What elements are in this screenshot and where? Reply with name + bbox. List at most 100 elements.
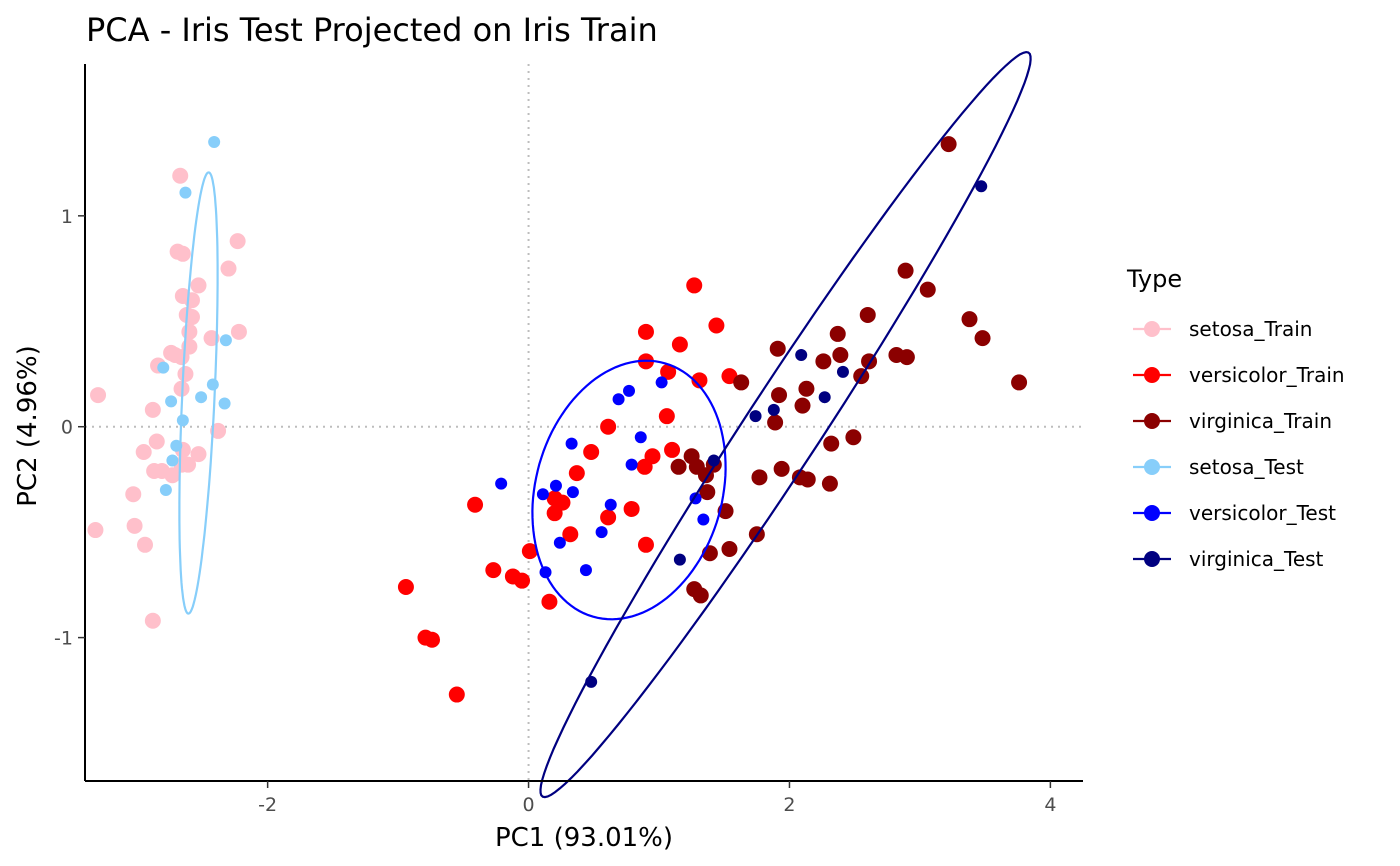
point-virginica_Train [798, 380, 815, 397]
point-setosa_Test [219, 334, 232, 347]
point-setosa_Test [206, 378, 219, 391]
legend-label: versicolor_Train [1189, 363, 1345, 387]
point-versicolor_Test [634, 431, 647, 444]
point-setosa_Test [218, 397, 231, 410]
point-virginica_Train [829, 325, 846, 342]
point-setosa_Test [165, 395, 178, 408]
series-versicolor_Train [397, 277, 738, 703]
point-versicolor_Test [536, 488, 549, 501]
point-virginica_Train [940, 136, 957, 153]
point-virginica_Train [974, 330, 991, 347]
x-tick-label: 2 [783, 794, 795, 816]
point-versicolor_Train [660, 363, 677, 380]
point-versicolor_Train [514, 572, 531, 589]
y-tick-label: -1 [54, 628, 73, 650]
point-virginica_Train [699, 484, 716, 501]
point-versicolor_Train [562, 526, 579, 543]
point-versicolor_Test [595, 526, 608, 539]
point-virginica_Train [767, 414, 784, 431]
point-setosa_Train [125, 486, 142, 503]
x-tick-label: 4 [1044, 794, 1056, 816]
point-setosa_Train [177, 365, 194, 382]
axes: -2 0 2 4 -1 0 1 [54, 64, 1083, 816]
point-versicolor_Test [566, 486, 579, 499]
point-virginica_Train [1011, 374, 1028, 391]
point-versicolor_Train [521, 543, 538, 560]
point-virginica_Train [919, 281, 936, 298]
point-setosa_Train [183, 292, 200, 309]
point-virginica_Train [898, 349, 915, 366]
point-virginica_Train [751, 469, 768, 486]
ellipse-virginica_Test [539, 50, 1032, 799]
point-setosa_Train [172, 167, 189, 184]
point-setosa_Test [179, 186, 192, 199]
legend: Type setosa_Train versicolor_Trainvirgini… [1126, 265, 1345, 571]
point-virginica_Train [832, 347, 849, 364]
point-setosa_Test [159, 483, 172, 496]
y-axis-title: PC2 (4.96%) [13, 345, 43, 507]
point-versicolor_Train [448, 686, 465, 703]
point-versicolor_Train [541, 593, 558, 610]
legend-item-virginica_Test: virginica_Test [1133, 547, 1324, 571]
point-setosa_Train [229, 233, 246, 250]
point-setosa_Train [220, 260, 237, 277]
point-versicolor_Test [549, 479, 562, 492]
point-setosa_Train [181, 323, 198, 340]
point-setosa_Train [90, 387, 107, 404]
ellipse-setosa_Test [178, 171, 219, 615]
point-versicolor_Train [485, 562, 502, 579]
point-virginica_Test [975, 180, 988, 193]
point-virginica_Train [821, 475, 838, 492]
point-setosa_Test [208, 136, 221, 149]
point-virginica_Test [767, 403, 780, 416]
point-virginica_Test [818, 391, 831, 404]
point-versicolor_Test [495, 477, 508, 490]
point-versicolor_Train [583, 444, 600, 461]
point-setosa_Train [164, 467, 181, 484]
legend-title: Type [1126, 265, 1182, 293]
point-setosa_Train [173, 349, 190, 366]
point-setosa_Train [148, 433, 165, 450]
y-tick-label: 1 [61, 206, 73, 228]
y-tick-label: 0 [61, 417, 73, 439]
legend-key-point [1144, 459, 1160, 475]
legend-item-versicolor_Train: versicolor_Train [1133, 363, 1345, 387]
series-virginica_Train [670, 136, 1028, 604]
point-setosa_Train [87, 522, 104, 539]
point-versicolor_Train [467, 496, 484, 513]
point-versicolor_Train [664, 441, 681, 458]
point-versicolor_Test [623, 384, 636, 397]
point-versicolor_Train [691, 372, 708, 389]
point-versicolor_Train [568, 465, 585, 482]
point-setosa_Test [195, 391, 208, 404]
point-setosa_Train [137, 536, 154, 553]
point-versicolor_Train [600, 509, 617, 526]
point-virginica_Train [670, 458, 687, 475]
point-virginica_Test [795, 349, 808, 362]
point-virginica_Train [771, 387, 788, 404]
legend-key-point [1144, 505, 1160, 521]
legend-key-point [1144, 551, 1160, 567]
point-versicolor_Train [397, 578, 414, 595]
point-versicolor_Test [655, 376, 668, 389]
point-virginica_Train [733, 374, 750, 391]
point-virginica_Test [749, 410, 762, 423]
plot-area [85, 50, 1083, 799]
point-virginica_Train [794, 397, 811, 414]
x-tick-label: -2 [258, 794, 277, 816]
legend-label: setosa_Train [1189, 317, 1312, 341]
point-versicolor_Train [623, 500, 640, 517]
point-versicolor_Test [579, 564, 592, 577]
point-setosa_Train [135, 444, 152, 461]
point-versicolor_Test [565, 437, 578, 450]
point-virginica_Test [673, 553, 686, 566]
point-virginica_Train [688, 458, 705, 475]
point-versicolor_Train [636, 458, 653, 475]
point-setosa_Train [174, 245, 191, 262]
x-tick-label: 0 [523, 794, 535, 816]
point-versicolor_Test [553, 536, 566, 549]
point-virginica_Train [692, 587, 709, 604]
point-versicolor_Train [546, 505, 563, 522]
point-virginica_Train [769, 340, 786, 357]
